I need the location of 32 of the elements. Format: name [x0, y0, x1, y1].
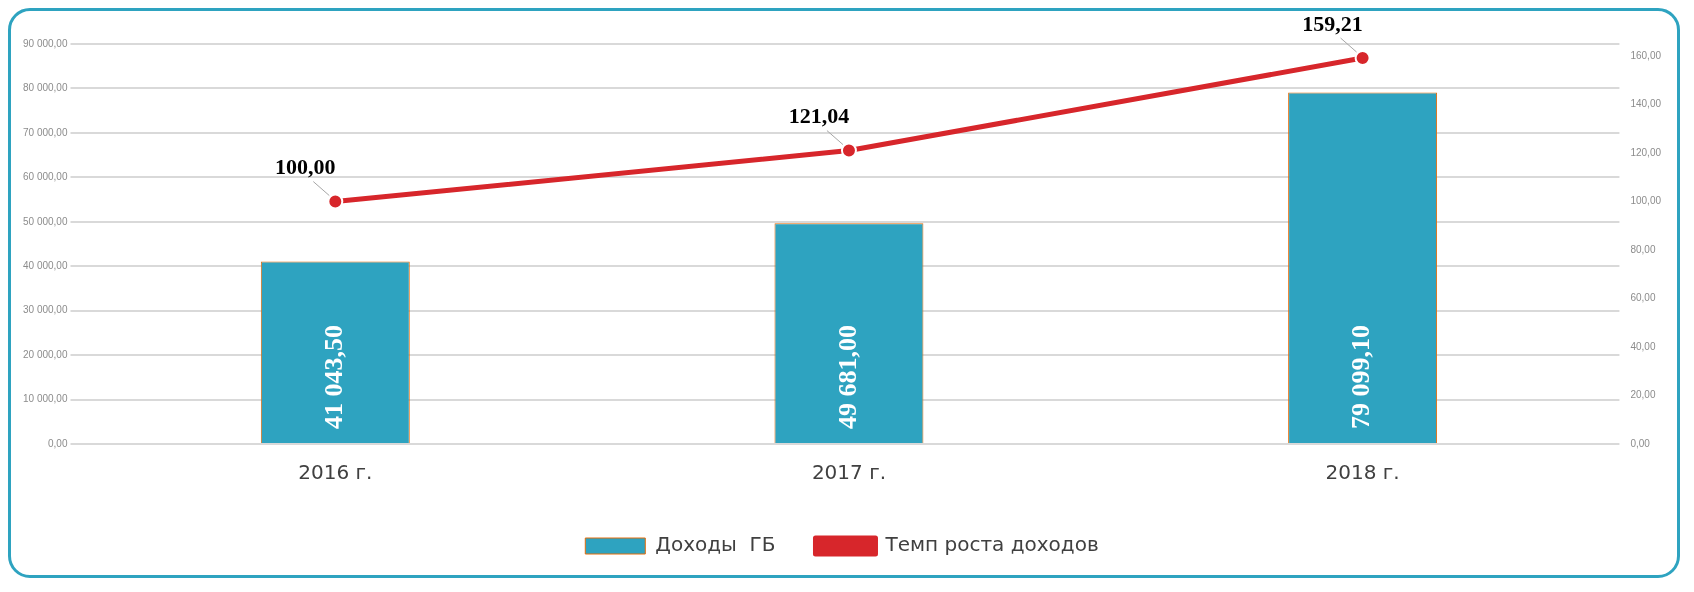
y2-tick-label: 160,00: [1630, 49, 1662, 61]
y-tick-label: 20 000,00: [22, 348, 68, 360]
y-tick-label: 60 000,00: [22, 171, 68, 183]
data-label: 41 043,50: [319, 325, 349, 429]
y-tick-label: 70 000,00: [22, 126, 68, 138]
y2-tick-label: 120,00: [1630, 146, 1662, 158]
y-tick-label: 50 000,00: [22, 215, 68, 227]
point: [840, 142, 857, 159]
data-label: 159,21: [1302, 10, 1363, 36]
x-tick-label: 2018 г.: [1325, 460, 1400, 485]
legend-label: Темп роста доходов: [884, 532, 1099, 557]
y2-tick-label: 140,00: [1630, 98, 1662, 110]
point: [327, 193, 344, 210]
y2-tick-label: 40,00: [1630, 340, 1656, 352]
data-label: 79 099,10: [1346, 325, 1376, 429]
y2-tick-label: 100,00: [1630, 195, 1662, 207]
y2-tick-label: 80,00: [1630, 243, 1656, 255]
y-tick-label: 30 000,00: [22, 304, 68, 316]
data-label: 100,00: [275, 154, 336, 180]
y-tick-label: 90 000,00: [22, 37, 68, 49]
y2-tick-label: 20,00: [1630, 389, 1656, 401]
data-label: 49 681,00: [832, 325, 862, 429]
y-tick-label: 0,00: [48, 437, 68, 449]
y2-tick-label: 0,00: [1630, 437, 1651, 449]
y-tick-label: 10 000,00: [22, 393, 68, 405]
y-tick-label: 80 000,00: [22, 82, 68, 94]
y2-tick-label: 60,00: [1630, 292, 1656, 304]
data-label: 121,04: [788, 103, 850, 129]
x-tick-label: 2016 г.: [298, 460, 373, 485]
x-tick-label: 2017 г.: [811, 460, 887, 485]
legend-label: Доходы ГБ: [655, 532, 776, 557]
y-tick-label: 40 000,00: [22, 259, 68, 271]
